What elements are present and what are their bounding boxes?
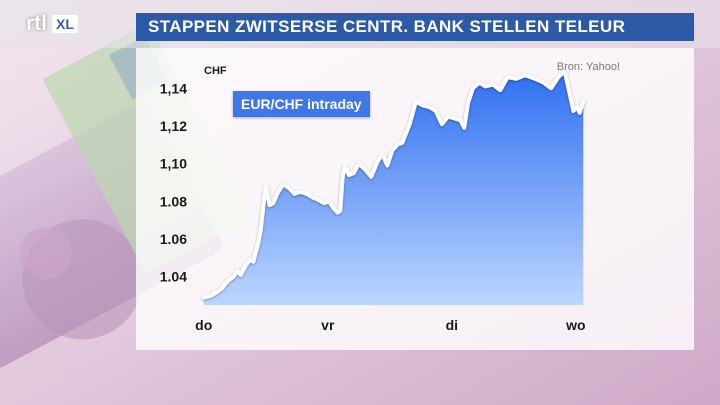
headline-bar: STAPPEN ZWITSERSE CENTR. BANK STELLEN TE… <box>136 13 694 41</box>
y-tick-label: 1.04 <box>160 269 187 285</box>
series-line <box>201 69 586 300</box>
y-tick-label: 1,14 <box>160 80 187 96</box>
series-area-fill <box>203 71 584 305</box>
chart-title: EUR/CHF intraday <box>241 96 362 112</box>
y-tick-label: 1.06 <box>160 231 187 247</box>
x-tick-label: di <box>446 317 458 333</box>
chart-title-badge: EUR/CHF intraday <box>233 91 370 117</box>
x-tick-label: vr <box>321 317 335 333</box>
y-tick-label: 1.08 <box>160 193 187 209</box>
y-axis-unit: CHF <box>204 65 227 77</box>
logo-text: rtl <box>26 12 47 35</box>
x-tick-label: wo <box>565 317 585 333</box>
y-tick-label: 1,12 <box>160 118 187 134</box>
headline-text: STAPPEN ZWITSERSE CENTR. BANK STELLEN TE… <box>148 17 626 36</box>
logo-badge: XL <box>52 15 78 33</box>
x-tick-label: do <box>195 317 212 333</box>
source-label: Bron: Yahoo! <box>557 61 620 73</box>
rtl-xl-logo: rtl XL <box>26 12 78 36</box>
y-tick-label: 1,10 <box>160 156 187 172</box>
